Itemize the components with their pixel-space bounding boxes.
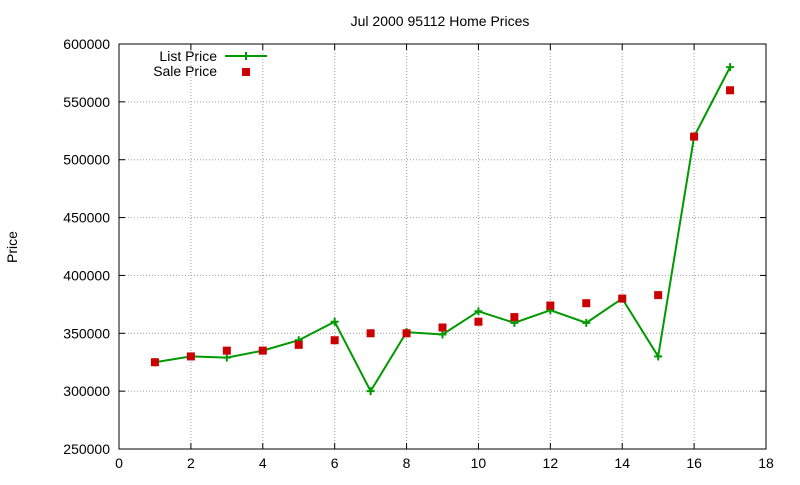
x-tick-label: 8 [403,455,411,471]
y-tick-label: 300000 [63,383,110,399]
chart-title: Jul 2000 95112 Home Prices [351,13,530,29]
y-tick-label: 600000 [63,36,110,52]
sale-price-point [258,346,267,355]
series-layer [150,63,735,396]
list-price-point [474,307,483,316]
list-price-point [582,318,591,327]
x-tick-label: 2 [187,455,195,471]
sale-price-point [510,313,519,322]
y-tick-label: 250000 [63,441,110,457]
sale-price-point [474,317,483,326]
legend-marker-list-price [242,52,250,60]
ticks-layer: 0 2 4 6 8 10 12 14 16 18 250000 300000 350000 400000 4… [63,36,774,471]
sale-price-point [402,329,411,338]
list-price-line [154,66,731,394]
sale-price-point [546,301,555,310]
sale-price-point [294,340,303,349]
sale-price-point [690,132,699,141]
sale-price-point [582,299,591,308]
x-tick-label: 14 [614,455,630,471]
y-axis-label: Price [4,231,20,263]
list-price-point [330,317,339,326]
grid-layer [119,44,766,449]
sale-price-point [186,352,195,361]
sale-price-point [726,86,735,95]
sale-price-point [654,291,663,300]
y-tick-label: 500000 [63,152,110,168]
y-tick-label: 550000 [63,94,110,110]
x-tick-label: 16 [686,455,702,471]
x-tick-label: 10 [471,455,487,471]
x-tick-label: 0 [115,455,123,471]
list-price-point [222,353,231,362]
sale-price-point [222,346,231,355]
list-price-point [726,63,735,72]
sale-price-point [366,329,375,338]
legend-marker-sale-price [242,68,250,76]
y-tick-label: 350000 [63,325,110,341]
list-price-point [366,387,375,396]
sale-price-point [438,323,447,332]
legend-label-list-price: List Price [159,48,217,64]
y-tick-label: 450000 [63,210,110,226]
list-price-point [438,330,447,339]
x-tick-label: 6 [331,455,339,471]
y-tick-label: 400000 [63,267,110,283]
x-tick-label: 4 [259,455,267,471]
plot-frame [118,43,767,450]
list-price-point [654,352,663,361]
sale-price-point [330,336,339,345]
sale-price-point [150,358,159,367]
sale-price-point [618,294,627,303]
x-tick-label: 12 [543,455,559,471]
legend-label-sale-price: Sale Price [153,63,217,79]
x-tick-label: 18 [758,455,774,471]
